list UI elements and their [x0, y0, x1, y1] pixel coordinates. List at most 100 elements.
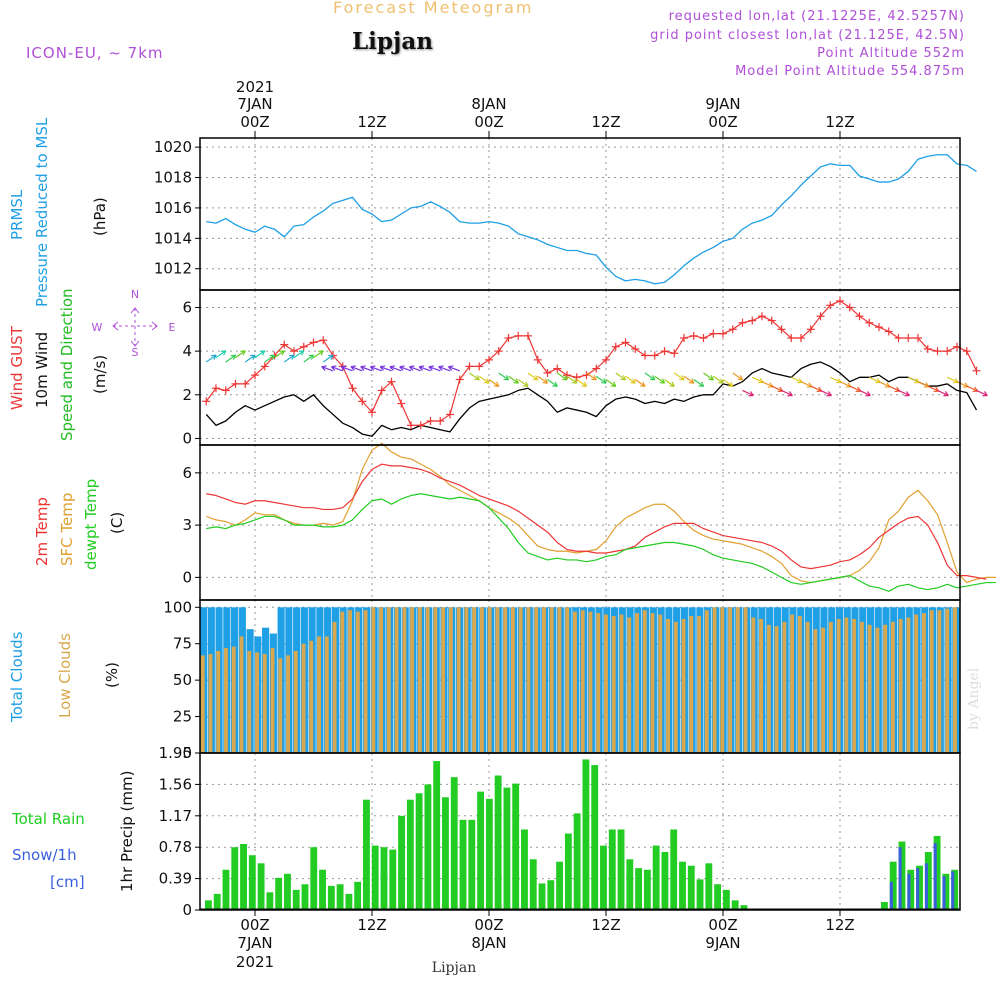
- low-clouds-bar: [495, 607, 500, 753]
- low-clouds-bar: [542, 607, 546, 753]
- gust-marker: [845, 303, 854, 312]
- low-clouds-bar: [797, 616, 802, 753]
- low-clouds-bar: [828, 621, 833, 753]
- top-hour-label: 00Z: [240, 113, 269, 131]
- rain-bar: [705, 863, 713, 910]
- gust-marker: [699, 334, 708, 343]
- gust-marker: [943, 347, 952, 356]
- snow-bar: [898, 847, 902, 910]
- gust-marker: [387, 377, 396, 386]
- low-clouds-bar: [875, 627, 880, 753]
- compass-n-arrow: [130, 307, 140, 314]
- wind-direction-arrow: [350, 365, 363, 372]
- grid-layer: [200, 138, 960, 911]
- low-clouds-bar: [573, 611, 577, 753]
- low-clouds-bar: [557, 607, 562, 753]
- gust-marker: [407, 421, 415, 430]
- low-clouds-bar: [363, 610, 368, 753]
- low-clouds-bar: [239, 636, 244, 753]
- wind-direction-arrow: [322, 354, 334, 363]
- rain-bar: [740, 905, 748, 910]
- model-point-altitude: Model Point Altitude 554.875m: [735, 64, 965, 79]
- ytick-label: 0: [182, 744, 192, 762]
- wind-direction-arrow: [418, 365, 431, 372]
- sfc-temp-line: [206, 442, 996, 584]
- low-clouds-bar: [255, 652, 259, 753]
- bottom-hour-label: 00Z: [474, 916, 503, 934]
- rain-bar: [257, 863, 265, 910]
- gust-marker: [504, 334, 513, 343]
- wind-direction-arrow: [517, 379, 529, 387]
- snow-unit-label: [cm]: [50, 873, 85, 891]
- label-layer: 1012 1014 1016 1018 1020 0 2 4 6 0 3 6 0 25 50 75 100 0 0.…: [154, 78, 855, 976]
- wind-direction-arrow: [937, 389, 949, 397]
- gust-marker: [553, 364, 562, 373]
- wind-direction-arrow: [576, 379, 588, 387]
- low-clouds-bar: [402, 607, 407, 753]
- gridpoint-lonlat: grid point closest lon,lat (21.125E, 42.…: [650, 28, 965, 43]
- ytick-label: 100: [163, 598, 192, 616]
- wind-direction-arrow: [644, 372, 656, 381]
- rain-bar: [266, 892, 274, 910]
- point-altitude: Point Altitude 552m: [817, 46, 965, 61]
- low-clouds-bar: [728, 607, 732, 753]
- low-clouds-bar: [510, 607, 515, 753]
- rain-bar: [521, 829, 528, 910]
- ytick-label: 6: [182, 298, 192, 316]
- rain-bar: [564, 833, 572, 910]
- ytick-label: 75: [173, 635, 192, 653]
- low-clouds-bar: [348, 610, 352, 753]
- rain-bar: [670, 829, 678, 910]
- low-clouds-bar: [472, 607, 477, 753]
- wind-direction-arrow: [283, 354, 295, 363]
- wind-direction-arrow: [976, 389, 988, 397]
- gust-marker: [797, 334, 805, 343]
- wind-direction-arrow: [820, 389, 832, 397]
- low-clouds-bar: [441, 607, 446, 753]
- gust-marker: [933, 347, 942, 356]
- rain-bar: [363, 799, 370, 910]
- low-clouds-bar: [805, 621, 810, 753]
- low-clouds-bar: [410, 607, 415, 753]
- compass-s-arrow: [130, 340, 140, 347]
- rain-bar: [547, 880, 555, 910]
- low-clouds-bar: [852, 618, 857, 753]
- gust-marker: [465, 362, 474, 371]
- gust-marker: [816, 312, 825, 321]
- rain-bar: [485, 798, 493, 910]
- rain-bar: [231, 847, 239, 910]
- wind-direction-arrow: [389, 365, 402, 372]
- low-clouds-bar: [883, 624, 888, 753]
- rain-bar: [696, 879, 704, 910]
- rain-bar: [608, 829, 616, 910]
- low-clouds-bar: [697, 616, 701, 753]
- gust-marker: [241, 379, 250, 388]
- rain-bar: [907, 869, 915, 910]
- rain-bar: [240, 843, 247, 910]
- gust-marker: [855, 312, 864, 321]
- wind-direction-arrow: [537, 375, 549, 384]
- wind-direction-arrow: [693, 379, 705, 387]
- rain-bar: [731, 900, 739, 910]
- low-clouds-bar: [751, 617, 756, 753]
- low-clouds-bar: [301, 643, 306, 753]
- wind-direction-arrow: [664, 379, 675, 387]
- low-clouds-bar: [689, 616, 694, 753]
- snow-bar: [924, 863, 928, 910]
- rain-bar: [591, 765, 599, 910]
- compass-e-arrow: [151, 321, 158, 331]
- gust-marker: [875, 323, 883, 332]
- top-day-label: 8JAN: [471, 95, 506, 113]
- gust-marker: [426, 416, 435, 425]
- wind-direction-arrow: [438, 365, 451, 372]
- gust-marker: [212, 384, 220, 393]
- wind-direction-arrow: [556, 372, 568, 381]
- wind-direction-arrow: [448, 365, 460, 372]
- low-clouds-bar: [200, 655, 205, 753]
- low-clouds-bar: [681, 618, 686, 753]
- low-clouds-bar: [355, 611, 360, 753]
- rain-bar: [275, 877, 283, 910]
- panel-frame: [199, 289, 961, 446]
- snow-bar: [951, 871, 955, 910]
